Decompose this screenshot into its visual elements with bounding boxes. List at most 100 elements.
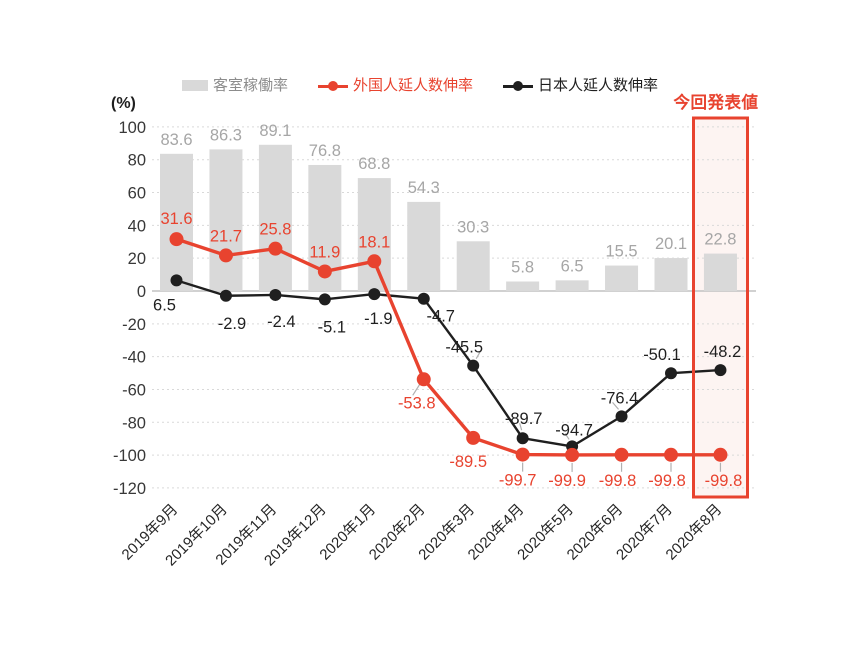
line-legend-swatch-icon bbox=[503, 80, 533, 92]
japanese-guests-line-value-label: -45.5 bbox=[445, 339, 483, 357]
foreign-guests-line-marker bbox=[515, 447, 530, 462]
bar-legend-swatch-icon bbox=[181, 80, 208, 91]
bar-value-label: 22.8 bbox=[704, 231, 736, 249]
japanese-guests-line-marker bbox=[219, 289, 232, 302]
foreign-guests-line-path bbox=[175, 237, 721, 457]
foreign-guests-line-value-label: -99.8 bbox=[599, 472, 637, 490]
japanese-guests-line-value-label: -94.7 bbox=[555, 421, 593, 439]
foreign-guests-line-marker bbox=[367, 254, 382, 269]
leader-line bbox=[412, 383, 421, 396]
bar-2020年7月 bbox=[654, 258, 688, 291]
leader-line bbox=[564, 433, 570, 440]
foreign-guests-line-value-label: 21.7 bbox=[210, 227, 242, 245]
bar-value-label: 76.8 bbox=[309, 142, 341, 160]
foreign-guests-line-marker bbox=[466, 430, 481, 445]
japanese-guests-line-marker bbox=[368, 288, 381, 301]
japanese-guests-line-marker bbox=[467, 359, 480, 372]
line-legend-swatch-icon bbox=[317, 80, 348, 92]
foreign-guests-line-value-label: 31.6 bbox=[160, 210, 192, 228]
legend-item-japanese-guests: 日本人延人数伸率 bbox=[503, 78, 658, 93]
bar-value-label: 6.5 bbox=[561, 257, 584, 275]
japanese-guests-line-value-label: -2.9 bbox=[218, 315, 246, 333]
bar-value-labels: 83.6 86.3 89.1 76.8 68.8 54.3 30.3 5.8 6.5 15.5 20… bbox=[160, 122, 736, 277]
y-tick-label: -80 bbox=[122, 414, 146, 432]
bar-value-label: 5.8 bbox=[511, 258, 534, 276]
bar-value-label: 68.8 bbox=[358, 155, 390, 173]
foreign-guests-line-marker bbox=[416, 372, 431, 387]
japanese-guests-line-labels: 6.5 -2.9 -2.4 -5.1 -1.9 -4.7 -45.5 -89.7 -94.7 -7… bbox=[153, 296, 741, 439]
y-tick-label: -120 bbox=[113, 480, 146, 498]
japanese-guests-line-value-label: -89.7 bbox=[505, 410, 543, 428]
japanese-guests-line-value-label: -1.9 bbox=[364, 310, 392, 328]
y-tick-label: 40 bbox=[128, 217, 146, 235]
y-tick-label: -60 bbox=[122, 381, 146, 399]
leader-line bbox=[475, 351, 481, 359]
foreign-guests-line-marker bbox=[565, 447, 580, 462]
bar-value-label: 89.1 bbox=[259, 122, 291, 140]
bar-2020年8月 bbox=[703, 253, 737, 291]
foreign-guests-line-marker bbox=[268, 241, 283, 256]
bar-2020年5月 bbox=[555, 280, 589, 291]
foreign-guests-line-marker bbox=[169, 232, 184, 247]
leader-line bbox=[612, 401, 620, 410]
legend-item-occupancy-rate: 客室稼働率 bbox=[181, 77, 288, 94]
y-tick-label: 80 bbox=[128, 152, 146, 170]
y-tick-label: 20 bbox=[128, 250, 146, 268]
legend-label-foreign-guests: 外国人延人数伸率 bbox=[352, 77, 473, 94]
bar-2020年4月 bbox=[506, 281, 540, 291]
bar-2019年11月 bbox=[258, 144, 292, 291]
foreign-guests-line-value-label: -99.7 bbox=[499, 472, 537, 490]
bar-2020年2月 bbox=[407, 201, 441, 291]
y-axis-labels: 100 80 60 40 20 0 -20 -40 -60 -80 -100 -120 bbox=[113, 119, 146, 498]
bar-2019年9月 bbox=[160, 153, 193, 291]
legend-label-occupancy-rate: 客室稼働率 bbox=[212, 77, 288, 94]
japanese-guests-line-marker bbox=[269, 288, 282, 301]
bar-value-label: 30.3 bbox=[457, 218, 489, 236]
japanese-guests-line-marker bbox=[615, 410, 628, 423]
foreign-guests-line-value-label: -99.8 bbox=[705, 472, 743, 490]
highlight-annotation: 今回発表値 bbox=[673, 94, 759, 112]
x-axis-labels: 2019年9月2019年10月2019年11月2019年12月2020年1月20… bbox=[119, 501, 726, 570]
bar-value-label: 20.1 bbox=[655, 235, 687, 253]
foreign-guests-line-value-label: -89.5 bbox=[449, 453, 487, 471]
occupancy-bars bbox=[160, 144, 737, 291]
bar-2020年1月 bbox=[357, 178, 391, 291]
foreign-guests-line-marker bbox=[664, 447, 678, 462]
chart-legend: 客室稼働率 外国人延人数伸率 日本人延人数伸率 bbox=[100, 78, 740, 93]
label-leader-lines bbox=[412, 351, 722, 472]
bar-value-label: 86.3 bbox=[210, 126, 242, 144]
foreign-guests-line-marker bbox=[317, 264, 332, 279]
foreign-guests-line bbox=[169, 232, 728, 462]
foreign-guests-line-value-label: 11.9 bbox=[309, 243, 340, 261]
bar-2019年10月 bbox=[209, 149, 243, 291]
foreign-guests-line-marker bbox=[218, 248, 233, 263]
japanese-guests-line-path bbox=[176, 279, 721, 448]
y-tick-label: 100 bbox=[118, 119, 146, 137]
japanese-guests-line bbox=[170, 274, 727, 453]
foreign-guests-line-value-label: -99.8 bbox=[648, 472, 686, 490]
y-tick-label: -20 bbox=[122, 316, 146, 334]
japanese-guests-line-value-label: -5.1 bbox=[318, 318, 346, 336]
japanese-guests-line-value-label: -76.4 bbox=[601, 389, 639, 407]
y-tick-label: -100 bbox=[113, 447, 146, 465]
bar-2020年6月 bbox=[605, 265, 639, 291]
bar-2020年3月 bbox=[456, 241, 490, 291]
japanese-guests-line-marker bbox=[516, 432, 529, 445]
legend-item-foreign-guests: 外国人延人数伸率 bbox=[317, 77, 473, 94]
y-tick-label: 0 bbox=[137, 283, 146, 301]
y-axis-unit-label: (%) bbox=[111, 95, 136, 112]
foreign-guests-line-labels: 31.6 21.7 25.8 11.9 18.1 -53.8 -89.5 -99.7 -99.9… bbox=[160, 210, 742, 490]
japanese-guests-line-value-label: -2.4 bbox=[267, 313, 295, 331]
highlight-box-fill bbox=[693, 118, 748, 497]
foreign-guests-line-value-label: 18.1 bbox=[358, 233, 390, 251]
foreign-guests-line-value-label: -53.8 bbox=[398, 394, 436, 412]
y-tick-label: -40 bbox=[122, 349, 146, 367]
japanese-guests-line-marker bbox=[714, 364, 727, 377]
bar-value-label: 15.5 bbox=[605, 243, 637, 261]
foreign-guests-line-marker bbox=[614, 447, 629, 462]
japanese-guests-line-value-label: -50.1 bbox=[643, 346, 681, 364]
japanese-guests-line-value-label: -4.7 bbox=[427, 308, 455, 326]
japanese-guests-line-marker bbox=[417, 292, 430, 305]
